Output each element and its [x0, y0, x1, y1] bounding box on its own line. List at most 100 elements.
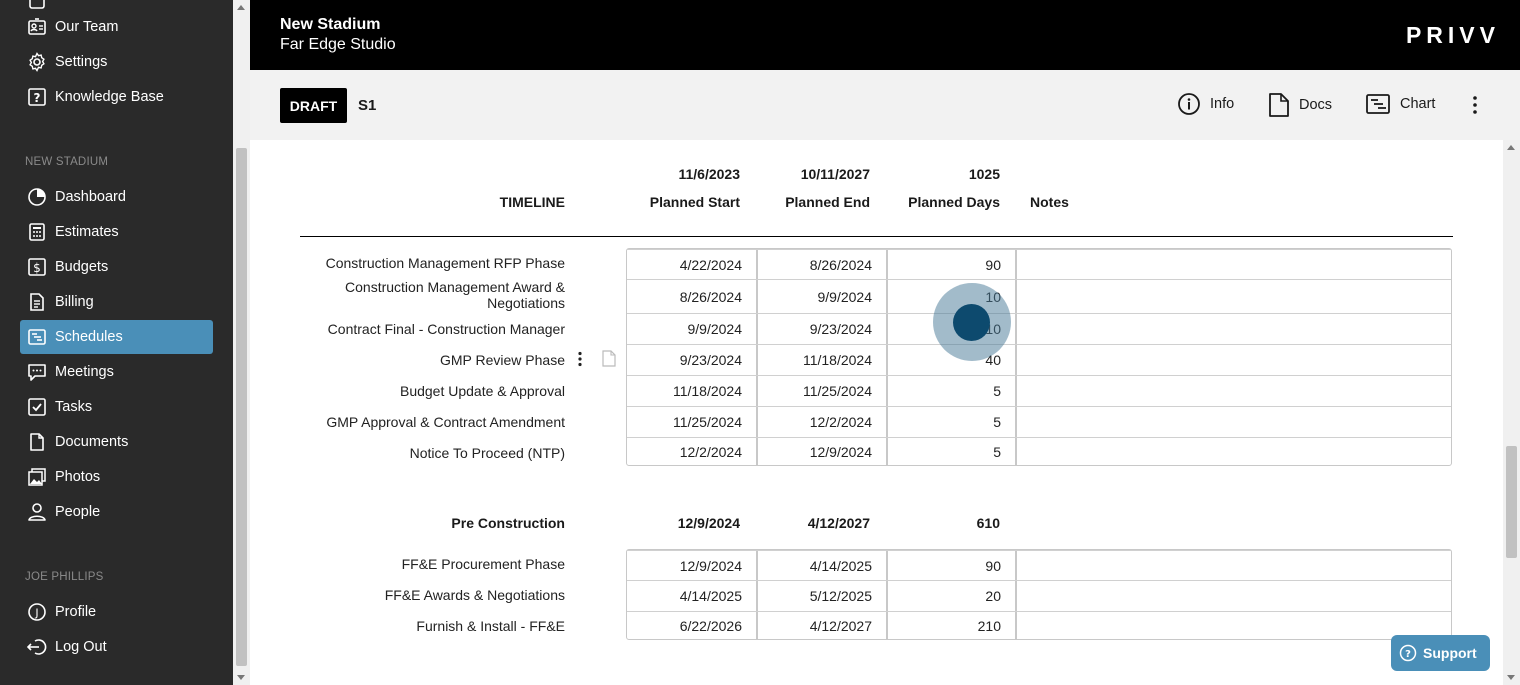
planned-start-cell[interactable]: 12/2/2024 — [679, 443, 742, 460]
task-name[interactable]: Notice To Proceed (NTP) — [409, 445, 565, 461]
table-row[interactable]: 11/18/2024 11/25/2024 5 — [627, 375, 1451, 406]
row-menu-icon[interactable] — [577, 351, 583, 367]
task-name[interactable]: Construction Management Award & Negotiat… — [345, 279, 565, 311]
scroll-down-arrow-icon[interactable] — [237, 675, 245, 680]
sidebar-item-people[interactable]: People — [20, 495, 213, 529]
task-name[interactable]: GMP Review Phase — [439, 352, 565, 368]
sidebar-item-profile[interactable]: J Profile — [20, 595, 213, 629]
status-badge[interactable]: DRAFT — [280, 88, 347, 123]
table-row[interactable]: 12/2/2024 12/9/2024 5 — [627, 437, 1451, 465]
planned-end-cell[interactable]: 4/12/2027 — [809, 617, 872, 634]
planned-end-cell[interactable]: 11/18/2024 — [802, 352, 872, 368]
planned-end-cell[interactable]: 4/14/2025 — [809, 557, 872, 574]
planned-days-cell[interactable]: 5 — [993, 383, 1001, 399]
table-row[interactable]: 4/22/2024 8/26/2024 90 — [627, 249, 1451, 279]
planned-end-cell[interactable]: 9/23/2024 — [809, 321, 872, 337]
sidebar-item-estimates[interactable]: Estimates — [20, 215, 213, 249]
row-document-icon[interactable] — [602, 350, 616, 367]
planned-start-cell[interactable]: 4/14/2025 — [679, 588, 742, 604]
sidebar-item-label: Estimates — [55, 224, 119, 240]
table-row[interactable]: 8/26/2024 9/9/2024 10 — [627, 279, 1451, 313]
planned-end-cell[interactable]: 12/2/2024 — [809, 414, 872, 430]
task-name[interactable]: Furnish & Install - FF&E — [416, 618, 565, 634]
group-label[interactable]: Pre Construction — [451, 515, 565, 531]
svg-text:?: ? — [1405, 649, 1411, 660]
notes-cell[interactable] — [1016, 581, 1451, 611]
sidebar-item-dashboard[interactable]: Dashboard — [20, 180, 213, 214]
table-row[interactable]: 6/22/2026 4/12/2027 210 — [627, 611, 1451, 639]
table-row[interactable]: 9/9/2024 9/23/2024 10 — [627, 313, 1451, 344]
planned-start-cell[interactable]: 8/26/2024 — [679, 288, 742, 305]
task-name[interactable]: GMP Approval & Contract Amendment — [326, 414, 565, 430]
notes-cell[interactable] — [1016, 345, 1451, 375]
sidebar-item-label: Meetings — [55, 364, 114, 380]
chart-label: Chart — [1400, 96, 1436, 112]
logo[interactable]: PRIVV — [1405, 22, 1500, 48]
planned-end-cell[interactable]: 12/9/2024 — [809, 443, 872, 460]
planned-end-cell[interactable]: 11/25/2024 — [802, 383, 872, 399]
planned-days-cell[interactable]: 5 — [993, 443, 1001, 460]
sidebar-item-photos[interactable]: Photos — [20, 460, 213, 494]
scroll-up-arrow-icon[interactable] — [237, 5, 245, 10]
planned-days-cell[interactable]: 90 — [985, 256, 1001, 273]
sidebar-item-settings[interactable]: Settings — [20, 45, 213, 79]
sidebar-item-our-team[interactable]: Our Team — [20, 10, 213, 44]
sidebar-item-budgets[interactable]: $ Budgets — [20, 250, 213, 284]
notes-cell[interactable] — [1016, 551, 1451, 580]
sidebar-item-partial[interactable] — [20, 0, 213, 18]
table-row[interactable]: 12/9/2024 4/14/2025 90 — [627, 550, 1451, 580]
notes-cell[interactable] — [1016, 314, 1451, 344]
sidebar-item-meetings[interactable]: Meetings — [20, 355, 213, 389]
sidebar-scrollbar[interactable] — [233, 0, 250, 685]
task-name[interactable]: Construction Management RFP Phase — [325, 255, 565, 271]
info-button[interactable]: Info — [1177, 92, 1234, 116]
planned-days-cell[interactable]: 210 — [977, 617, 1001, 634]
planned-end-cell[interactable]: 8/26/2024 — [809, 256, 872, 273]
planned-start-cell[interactable]: 11/18/2024 — [672, 383, 742, 399]
sidebar-item-documents[interactable]: Documents — [20, 425, 213, 459]
notes-cell[interactable] — [1016, 438, 1451, 465]
notes-cell[interactable] — [1016, 612, 1451, 639]
task-name[interactable]: Contract Final - Construction Manager — [327, 321, 565, 337]
planned-start-cell[interactable]: 9/23/2024 — [679, 352, 742, 368]
planned-start-cell[interactable]: 11/25/2024 — [672, 414, 742, 430]
planned-start-cell[interactable]: 12/9/2024 — [679, 557, 742, 574]
scrollbar-thumb[interactable] — [1506, 446, 1517, 558]
sidebar-item-schedules[interactable]: Schedules — [20, 320, 213, 354]
scroll-up-arrow-icon[interactable] — [1507, 145, 1515, 150]
planned-start-cell[interactable]: 6/22/2026 — [679, 617, 742, 634]
notes-cell[interactable] — [1016, 280, 1451, 313]
table-row[interactable]: 4/14/2025 5/12/2025 20 — [627, 580, 1451, 611]
schedule-icon — [26, 326, 48, 348]
column-divider — [1015, 249, 1017, 465]
task-name[interactable]: FF&E Awards & Negotiations — [384, 587, 565, 603]
more-menu-icon[interactable] — [1472, 95, 1478, 115]
docs-button[interactable]: Docs — [1268, 92, 1332, 118]
schedule-toolbar: DRAFT S1 Info Docs Chart — [250, 70, 1520, 140]
notes-cell[interactable] — [1016, 407, 1451, 437]
scrollbar-thumb[interactable] — [236, 148, 247, 666]
task-name[interactable]: Budget Update & Approval — [399, 383, 565, 399]
notes-cell[interactable] — [1016, 250, 1451, 279]
notes-cell[interactable] — [1016, 376, 1451, 406]
chart-button[interactable]: Chart — [1365, 92, 1435, 116]
table-row[interactable]: 9/23/2024 11/18/2024 40 — [627, 344, 1451, 375]
scroll-down-arrow-icon[interactable] — [1507, 675, 1515, 680]
planned-start-cell[interactable]: 9/9/2024 — [687, 321, 743, 337]
table-row[interactable]: 11/25/2024 12/2/2024 5 — [627, 406, 1451, 437]
planned-end-cell[interactable]: 9/9/2024 — [817, 288, 873, 305]
support-button[interactable]: ? Support — [1391, 635, 1490, 671]
content-scrollbar[interactable] — [1503, 140, 1520, 685]
sidebar-item-tasks[interactable]: Tasks — [20, 390, 213, 424]
photos-icon — [26, 466, 48, 488]
sidebar-item-knowledge-base[interactable]: ? Knowledge Base — [20, 80, 213, 114]
sidebar-item-logout[interactable]: Log Out — [20, 630, 213, 664]
sidebar-item-billing[interactable]: Billing — [20, 285, 213, 319]
planned-days-cell[interactable]: 5 — [993, 414, 1001, 430]
planned-end-cell[interactable]: 5/12/2025 — [809, 588, 872, 604]
planned-days-cell[interactable]: 90 — [985, 557, 1001, 574]
task-name[interactable]: FF&E Procurement Phase — [401, 556, 565, 572]
planned-start-cell[interactable]: 4/22/2024 — [679, 256, 742, 273]
sidebar-item-label: Schedules — [55, 329, 123, 345]
planned-days-cell[interactable]: 20 — [985, 588, 1001, 604]
